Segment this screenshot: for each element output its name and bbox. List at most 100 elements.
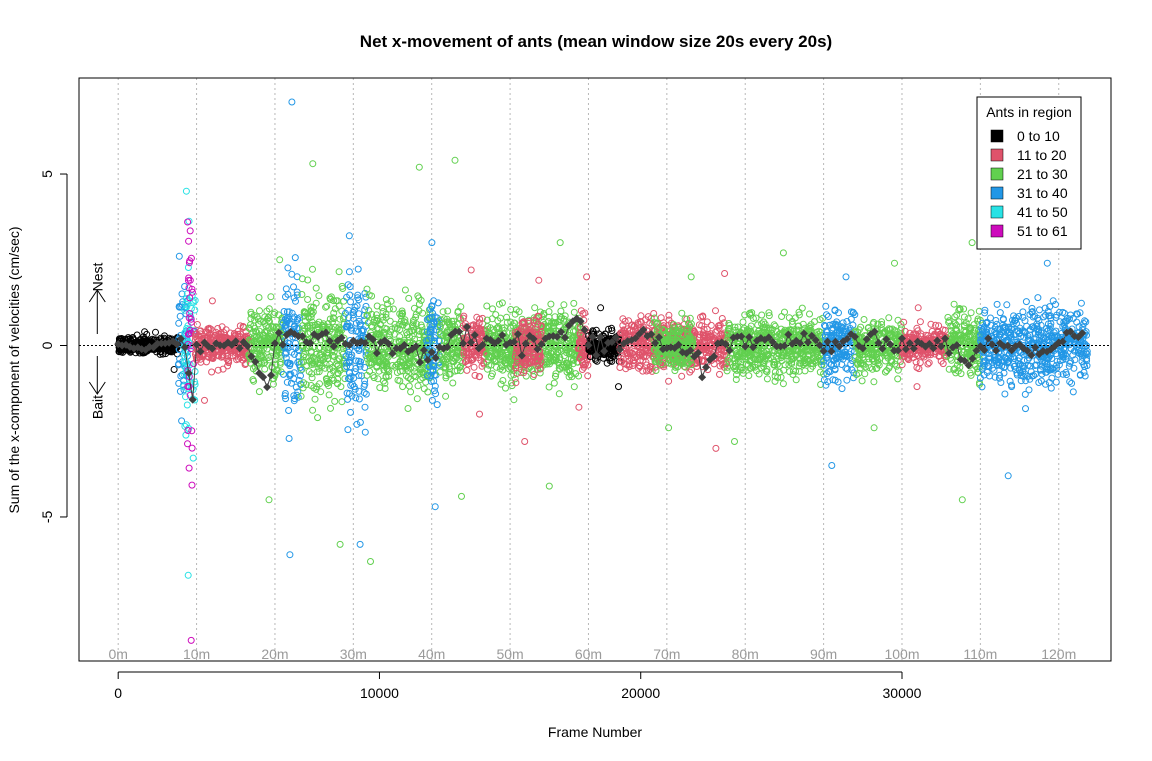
data-point <box>300 358 308 366</box>
data-point <box>182 431 190 439</box>
data-point <box>427 371 435 379</box>
data-point <box>825 368 833 375</box>
data-point <box>184 330 192 338</box>
data-point <box>497 380 505 388</box>
data-point <box>348 326 355 334</box>
data-point <box>267 293 275 301</box>
data-point <box>332 360 340 368</box>
data-point <box>184 297 192 305</box>
data-point <box>361 403 369 411</box>
data-point <box>575 403 583 411</box>
data-point <box>367 361 375 368</box>
data-point <box>427 333 435 341</box>
data-point <box>618 329 626 337</box>
data-point <box>868 351 876 359</box>
data-point <box>445 318 452 326</box>
data-point <box>176 312 184 320</box>
data-point <box>734 323 742 331</box>
data-point <box>823 370 831 378</box>
data-point <box>282 293 289 301</box>
data-point <box>718 346 726 354</box>
data-point <box>406 333 413 341</box>
data-point <box>731 362 739 370</box>
data-point <box>183 401 191 409</box>
data-point <box>322 303 330 311</box>
data-point <box>688 361 696 369</box>
data-point <box>665 316 673 324</box>
data-point <box>872 365 880 372</box>
data-point <box>298 275 306 283</box>
data-point <box>401 319 409 327</box>
data-point <box>673 333 681 341</box>
data-point <box>339 285 347 292</box>
data-point <box>368 359 376 367</box>
data-point <box>285 435 293 442</box>
data-point <box>315 368 323 376</box>
data-point <box>410 326 418 334</box>
data-point <box>355 357 363 365</box>
data-point <box>255 345 263 353</box>
data-point <box>531 304 539 312</box>
data-point <box>396 333 404 341</box>
data-point <box>551 313 559 321</box>
data-point <box>133 331 141 339</box>
data-point <box>325 391 333 399</box>
data-point <box>857 360 865 368</box>
data-point <box>597 304 605 312</box>
data-point <box>816 316 824 324</box>
data-point <box>578 345 586 353</box>
data-point <box>331 397 339 405</box>
data-point <box>184 427 192 434</box>
data-point <box>715 322 723 330</box>
data-point <box>535 354 543 361</box>
data-point <box>678 372 686 380</box>
data-point <box>130 336 138 344</box>
data-point <box>822 302 830 310</box>
data-point <box>678 309 686 317</box>
data-point <box>831 366 839 374</box>
data-point <box>444 307 452 315</box>
data-point <box>193 321 201 328</box>
data-point <box>186 294 194 302</box>
data-point <box>496 365 504 373</box>
scatter-points <box>115 98 1091 644</box>
data-point <box>392 361 400 369</box>
data-point <box>492 311 500 319</box>
data-point <box>666 357 674 364</box>
data-point <box>838 385 846 393</box>
data-point <box>558 363 566 371</box>
data-point <box>831 307 839 315</box>
data-point <box>843 376 851 384</box>
data-point <box>184 571 192 579</box>
data-point <box>856 350 864 358</box>
data-point <box>363 285 371 293</box>
data-point <box>378 304 386 312</box>
data-point <box>821 331 829 339</box>
data-point <box>533 329 541 337</box>
data-point <box>254 334 262 342</box>
data-point <box>374 330 382 338</box>
data-point <box>246 321 254 329</box>
data-point <box>310 384 318 392</box>
data-point <box>412 311 420 318</box>
data-point <box>355 387 363 395</box>
data-point <box>323 377 331 385</box>
data-point <box>484 365 491 373</box>
data-point <box>665 424 673 432</box>
data-point <box>185 284 193 292</box>
data-point <box>806 310 813 318</box>
data-point <box>650 354 658 362</box>
data-point <box>335 268 343 276</box>
data-point <box>745 372 753 380</box>
data-point <box>367 558 374 565</box>
data-point <box>560 301 568 309</box>
data-point <box>574 324 582 332</box>
data-point <box>478 362 486 370</box>
data-point <box>823 351 831 359</box>
data-point <box>755 346 762 354</box>
data-point <box>670 324 678 332</box>
data-point <box>536 369 544 377</box>
data-point <box>358 372 366 380</box>
data-point <box>792 347 800 355</box>
data-point <box>771 377 779 385</box>
